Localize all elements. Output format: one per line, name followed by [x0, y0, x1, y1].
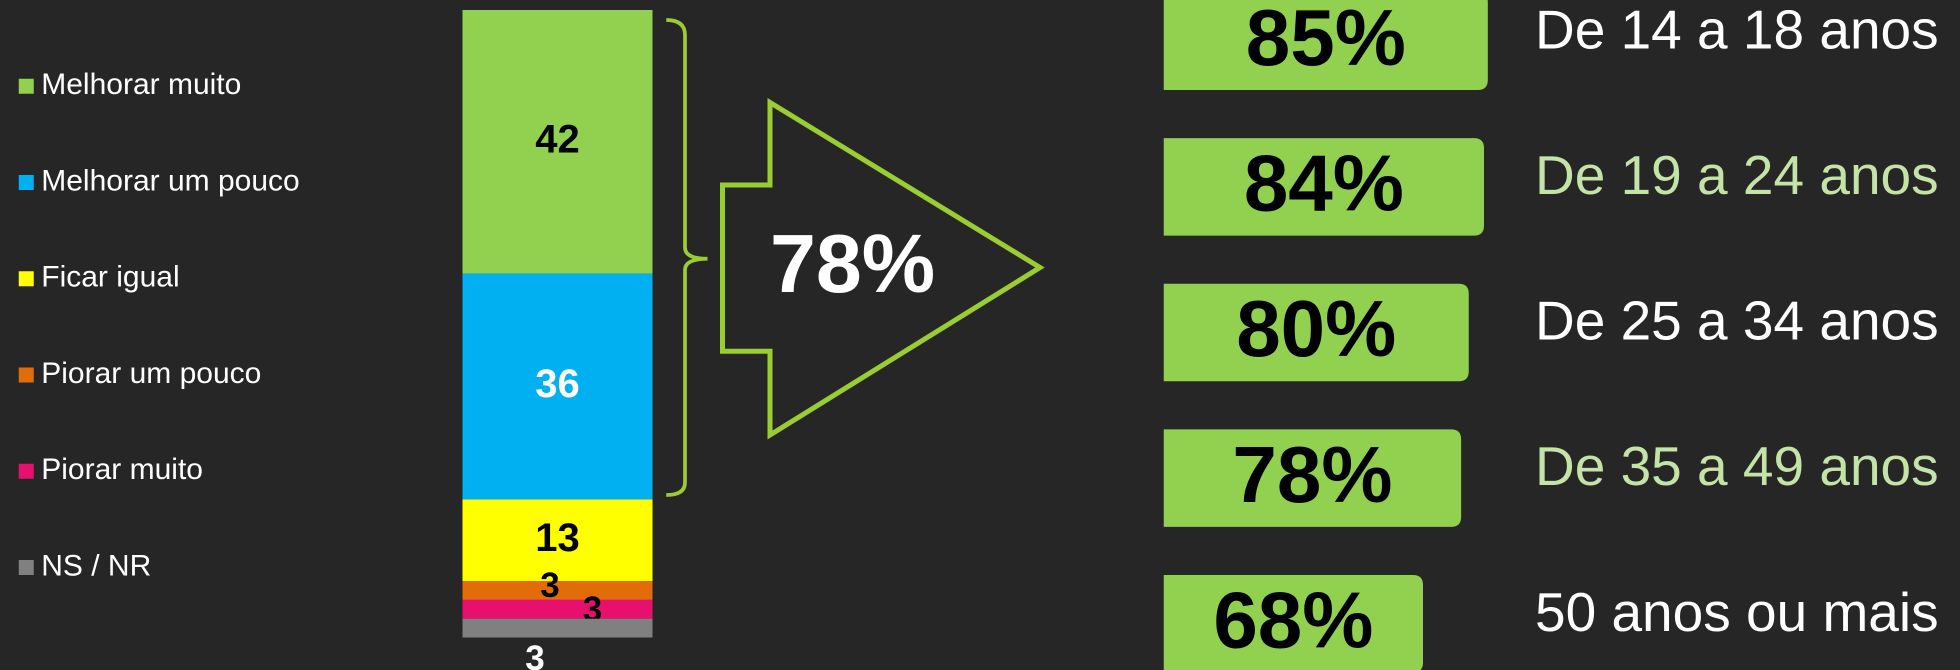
legend-label: Piorar muito — [41, 453, 203, 486]
bar-segment — [462, 499, 653, 582]
data-label: 3 — [525, 639, 544, 670]
bar — [1163, 429, 1462, 527]
data-label: 68% — [1213, 575, 1373, 664]
legend-label: Ficar igual — [41, 261, 179, 294]
category-label: De 35 a 49 anos — [1535, 435, 1939, 497]
category-label: De 19 a 24 anos — [1535, 144, 1939, 206]
bar — [1163, 0, 1488, 90]
bar-segment — [462, 273, 653, 500]
category-label: De 25 a 34 anos — [1535, 290, 1939, 352]
bracket — [666, 18, 708, 497]
data-label: 42 — [535, 117, 580, 161]
data-label: 84% — [1244, 139, 1404, 228]
category-label: 50 anos ou mais — [1535, 581, 1939, 643]
bar — [1163, 575, 1423, 670]
arrow — [720, 98, 1045, 440]
bar — [1163, 138, 1484, 236]
data-label: 85% — [1246, 0, 1406, 82]
legend-label: NS / NR — [41, 549, 151, 582]
total-annotation: 78% — [770, 218, 935, 310]
legend-label: Melhorar um pouco — [41, 164, 299, 197]
bar-segment — [462, 10, 653, 274]
bar-segment — [462, 599, 653, 619]
data-label: 36 — [535, 362, 580, 406]
bar-segment — [462, 581, 653, 600]
legend-label: Melhorar muito — [41, 68, 241, 101]
data-label: 80% — [1236, 284, 1396, 373]
bar-segment — [462, 618, 653, 638]
legend-swatch — [18, 367, 34, 383]
data-label: 3 — [540, 566, 559, 605]
legend-swatch — [18, 271, 34, 287]
legend-swatch — [18, 560, 34, 575]
category-label: De 14 a 18 anos — [1535, 0, 1939, 60]
legend-swatch — [18, 463, 34, 479]
bar — [1163, 283, 1469, 382]
data-label: 78% — [1232, 430, 1392, 519]
legend-label: Piorar um pouco — [41, 357, 261, 390]
legend-swatch — [18, 78, 34, 94]
data-label: 13 — [535, 516, 580, 560]
legend-swatch — [18, 175, 34, 190]
